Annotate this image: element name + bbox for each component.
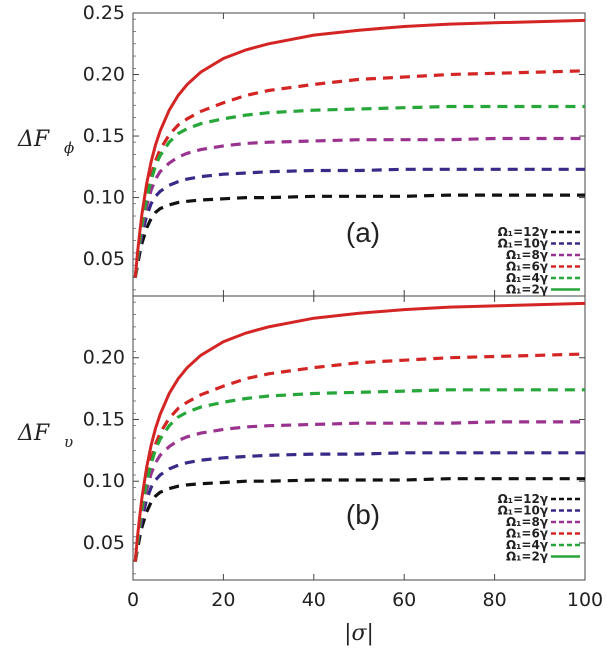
panel-a-series-line-5 xyxy=(133,18,586,278)
panel-b-xtick-label: 20 xyxy=(211,589,235,611)
panel-b-panel-label: (b) xyxy=(346,499,380,530)
panel-b-ytick-label: 0.05 xyxy=(83,532,125,554)
panel-b-xtick-label: 100 xyxy=(567,589,603,611)
panel-b-series-line-2 xyxy=(133,420,585,562)
panel-a-legend-entry-label: Ω₁=12γ xyxy=(498,225,548,239)
panel-a-legend-entry-label: Ω₁=2γ xyxy=(506,283,548,297)
panel-a-y-axis-label-subscript: ϕ xyxy=(64,139,74,157)
panel-a: 0.250.200.150.100.05(a)ΔF ϕΩ₁=12γΩ₁=10γΩ₁… xyxy=(17,2,586,297)
panel-a-ytick-label: 0.15 xyxy=(83,125,125,147)
panel-a-ytick-label: 0.25 xyxy=(83,2,125,24)
panel-a-legend-entry-label: Ω₁=4γ xyxy=(506,271,548,285)
panel-b-series-line-4 xyxy=(133,388,585,562)
panel-b-legend-entry-label: Ω₁=12γ xyxy=(498,492,548,506)
panel-a-series-line-0 xyxy=(133,193,585,278)
panel-a-panel-label: (a) xyxy=(346,217,380,248)
panel-b-legend-entry-label: Ω₁=8γ xyxy=(506,515,548,529)
panel-b-x-axis-label: |σ| xyxy=(344,621,374,646)
panel-b-xtick-label: 80 xyxy=(483,589,507,611)
panel-a-legend-entry-label: Ω₁=8γ xyxy=(506,248,548,262)
panel-a-legend-entry-label: Ω₁=10γ xyxy=(498,237,548,251)
panel-b-legend-entry-label: Ω₁=4γ xyxy=(506,538,548,552)
panel-b-series-line-5 xyxy=(133,301,586,562)
panel-b-xtick-label: 40 xyxy=(302,589,326,611)
panel-b-y-axis-label: ΔF xyxy=(17,421,50,446)
panel-b-legend-entry-label: Ω₁=6γ xyxy=(506,527,548,541)
panel-a-series-line-1 xyxy=(133,167,585,278)
panel-b: 0.20 0.15 0.10 0.05 0 20 40 60 80 100 (b) ΔF υ |σ| Ω₁=… xyxy=(17,295,603,646)
panel-b-series-line-1 xyxy=(133,451,585,562)
panel-b-xtick-label: 60 xyxy=(392,589,416,611)
panel-a-ytick-label: 0.20 xyxy=(83,64,125,86)
panel-a-legend-entry-label: Ω₁=6γ xyxy=(506,260,548,274)
panel-a-ytick-label: 0.10 xyxy=(83,187,125,209)
panel-b-y-axis-label-subscript: υ xyxy=(64,433,73,451)
panel-a-y-axis-label: ΔF xyxy=(17,127,50,152)
panel-a-series-line-4 xyxy=(133,104,585,278)
panel-b-series-line-0 xyxy=(133,477,585,562)
panel-b-legend-entry-label: Ω₁=10γ xyxy=(498,504,548,518)
panel-b-ytick-label: 0.15 xyxy=(83,408,125,430)
panel-b-ytick-label: 0.10 xyxy=(83,470,125,492)
panel-b-legend-entry-label: Ω₁=2γ xyxy=(506,550,548,564)
panel-a-ytick-label: 0.05 xyxy=(83,248,125,270)
panel-b-ytick-label: 0.20 xyxy=(83,347,125,369)
panel-b-xtick-label: 0 xyxy=(127,589,139,611)
